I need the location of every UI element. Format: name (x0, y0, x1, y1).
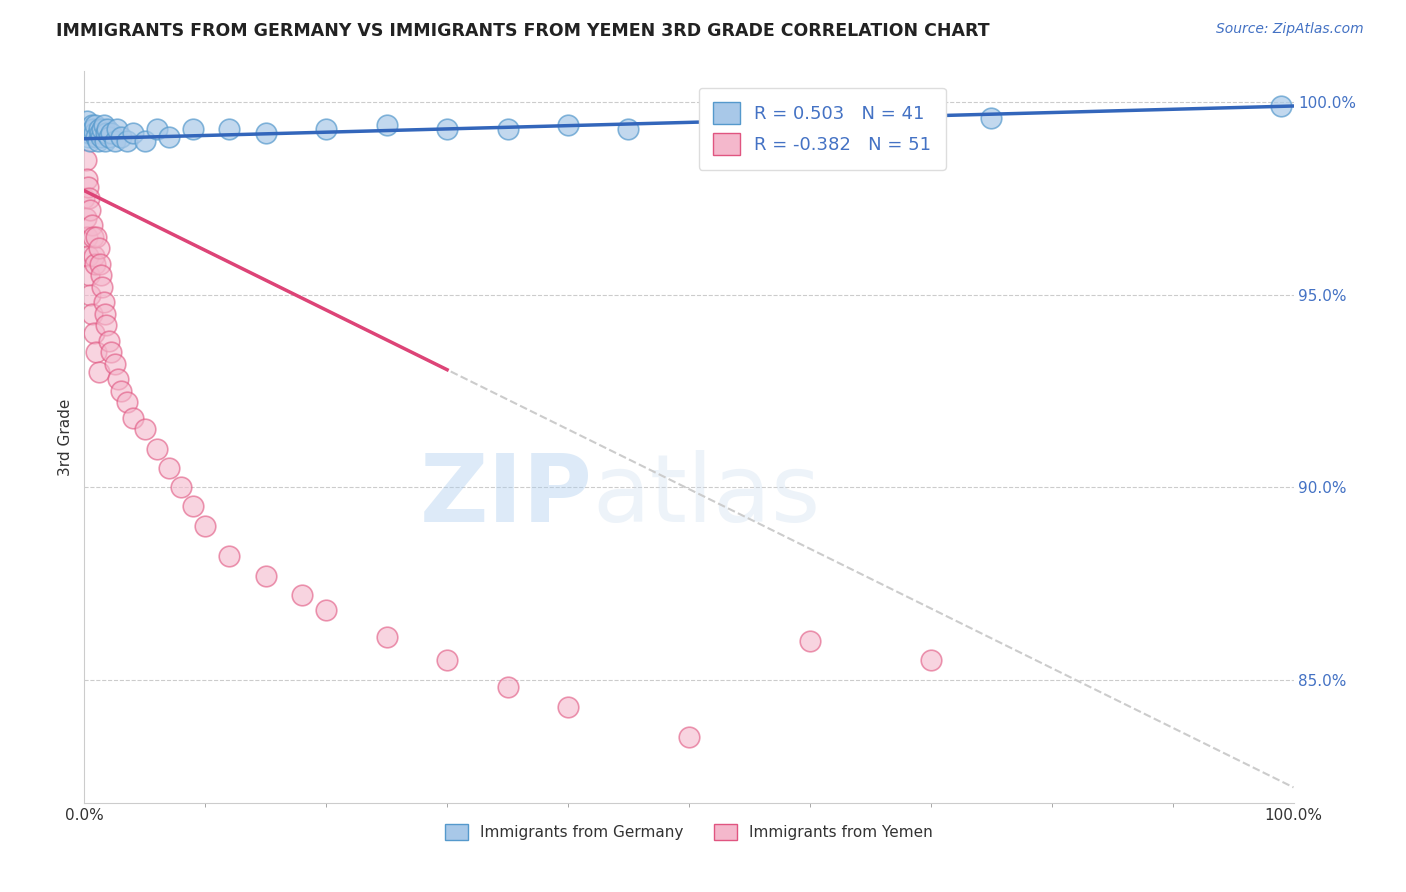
Point (799, 634, 821, 648)
Point (84, 118, 107, 132)
Point (76, 172, 98, 186)
Point (146, 122, 169, 136)
Legend: Immigrants from Germany, Immigrants from Yemen: Immigrants from Germany, Immigrants from… (439, 818, 939, 847)
Point (678, 731, 700, 745)
Point (90, 129, 112, 144)
Point (87, 122, 110, 136)
Point (77, 129, 100, 144)
Point (83, 326, 105, 340)
Point (76, 230, 98, 244)
Point (82, 230, 104, 244)
Point (77, 249, 100, 263)
Point (375, 118, 398, 132)
Point (80, 118, 103, 132)
Point (94, 126, 117, 140)
Point (80, 307, 103, 321)
Point (104, 134, 127, 148)
Point (77, 179, 100, 194)
Point (121, 126, 143, 140)
Point (94, 307, 117, 321)
Point (76, 114, 98, 128)
Point (79, 202, 101, 217)
Point (181, 500, 204, 514)
Point (157, 461, 180, 475)
Point (920, 653, 942, 667)
Point (436, 653, 458, 667)
Point (86, 230, 108, 244)
Point (121, 410, 143, 425)
Point (557, 699, 579, 714)
Point (86, 345, 108, 359)
Point (496, 122, 519, 136)
Point (115, 395, 138, 409)
Point (84, 257, 107, 271)
Point (86, 129, 108, 144)
Point (375, 630, 398, 644)
Text: ZIP: ZIP (419, 450, 592, 541)
Point (617, 122, 640, 136)
Point (83, 126, 105, 140)
Point (91, 122, 114, 136)
Point (90, 268, 112, 283)
Point (157, 129, 180, 144)
Point (146, 442, 169, 456)
Point (87, 242, 110, 256)
Point (104, 357, 127, 371)
Point (315, 603, 337, 617)
Point (218, 122, 240, 136)
Point (105, 122, 128, 136)
Point (94, 134, 117, 148)
Point (194, 518, 217, 533)
Text: IMMIGRANTS FROM GERMANY VS IMMIGRANTS FROM YEMEN 3RD GRADE CORRELATION CHART: IMMIGRANTS FROM GERMANY VS IMMIGRANTS FR… (56, 22, 990, 40)
Point (218, 549, 240, 564)
Point (110, 129, 132, 144)
Point (100, 345, 122, 359)
Point (75, 153, 97, 167)
Point (115, 134, 138, 148)
Point (97, 129, 120, 144)
Point (181, 122, 204, 136)
Point (134, 422, 156, 436)
Point (77, 191, 100, 205)
Point (82, 122, 104, 136)
Point (97, 334, 120, 348)
Point (315, 122, 337, 136)
Point (254, 568, 277, 582)
Point (87, 365, 110, 379)
Point (980, 111, 1002, 125)
Point (83, 249, 105, 263)
Text: Source: ZipAtlas.com: Source: ZipAtlas.com (1216, 22, 1364, 37)
Point (86, 134, 108, 148)
Point (77, 268, 100, 283)
Point (436, 122, 458, 136)
Point (75, 211, 97, 225)
Point (89, 257, 111, 271)
Point (91, 280, 114, 294)
Point (93, 118, 115, 132)
Y-axis label: 3rd Grade: 3rd Grade (58, 399, 73, 475)
Point (79, 134, 101, 148)
Point (254, 126, 277, 140)
Text: atlas: atlas (592, 450, 821, 541)
Point (496, 681, 519, 695)
Point (75, 122, 97, 136)
Point (79, 287, 101, 301)
Point (73, 191, 96, 205)
Point (80, 219, 103, 233)
Point (1270, 99, 1292, 113)
Point (94, 318, 117, 333)
Point (738, 118, 761, 132)
Point (134, 134, 156, 148)
Point (96, 122, 118, 136)
Point (77, 126, 100, 140)
Point (170, 480, 193, 494)
Point (100, 126, 122, 140)
Point (291, 588, 314, 602)
Point (557, 118, 579, 132)
Point (93, 295, 115, 310)
Point (107, 372, 129, 386)
Point (110, 384, 132, 398)
Point (89, 126, 111, 140)
